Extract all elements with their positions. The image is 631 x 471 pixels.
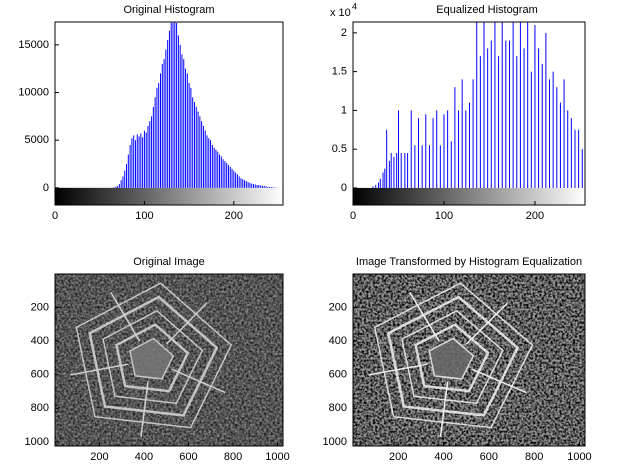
subplot: 0 100 200 0 0.5 1 1.5 2 Equalized Histogram x 104 [330,1,585,222]
plot-area [353,17,585,205]
colorbar [353,188,585,205]
plot-area [353,274,585,446]
y-exponent-power: 4 [352,1,357,11]
y-tick-label: 800 [329,402,347,414]
y-tick-label: 1000 [323,436,347,448]
x-tick-label: 400 [434,451,452,463]
x-tick-label: 200 [90,451,108,463]
subplot: 200 400 600 800 1000 200 400 600 800 1000 Image Tr… [323,256,592,463]
figure: 0100200050001000015000Original Histogram… [0,0,631,471]
subplot: 200 400 600 800 1000 200 400 600 800 1000 Original… [25,256,290,463]
y-tick-label: 0.5 [332,143,347,155]
y-tick-label: 15000 [18,39,49,51]
x-tick-label: 400 [135,451,153,463]
x-tick-label: 200 [225,210,243,222]
x-tick-label: 1000 [567,451,591,463]
x-tick-label: 200 [389,451,407,463]
y-tick-label: 1 [341,104,347,116]
y-tick-label: 400 [329,335,347,347]
colorbar [55,188,283,205]
chart-title: Image Transformed by Histogram Equalizat… [356,256,582,268]
page: {"chart_data": [ {"type": "histogram", "… [0,0,631,471]
y-tick-label: 800 [31,402,49,414]
y-tick-label: 600 [329,369,347,381]
chart-title: Original Histogram [123,4,214,16]
x-tick-label: 200 [526,210,544,222]
y-tick-label: 0 [43,182,49,194]
y-tick-label: 10000 [18,86,49,98]
x-tick-label: 100 [135,210,153,222]
y-tick-label: 200 [31,301,49,313]
x-tick-label: 100 [435,210,453,222]
x-tick-label: 600 [480,451,498,463]
x-tick-label: 0 [350,210,356,222]
x-tick-label: 1000 [265,451,289,463]
y-tick-label: 200 [329,301,347,313]
subplot: 0 100 200 0 5000 10000 15000 Original Histogram [18,4,283,222]
x-tick-label: 600 [179,451,197,463]
chart-title: Equalized Histogram [436,4,538,16]
y-tick-label: 400 [31,335,49,347]
y-tick-label: 0 [341,182,347,194]
x-tick-label: 800 [224,451,242,463]
y-tick-label: 2 [341,27,347,39]
y-tick-label: 1.5 [332,66,347,78]
chart-title: Original Image [133,256,205,268]
x-tick-label: 0 [52,210,58,222]
x-tick-label: 800 [525,451,543,463]
y-exponent-base: x 10 [330,7,351,19]
plot-area [55,16,283,205]
plot-area [55,274,283,446]
y-tick-label: 1000 [25,436,49,448]
y-tick-label: 5000 [25,134,49,146]
y-tick-label: 600 [31,369,49,381]
